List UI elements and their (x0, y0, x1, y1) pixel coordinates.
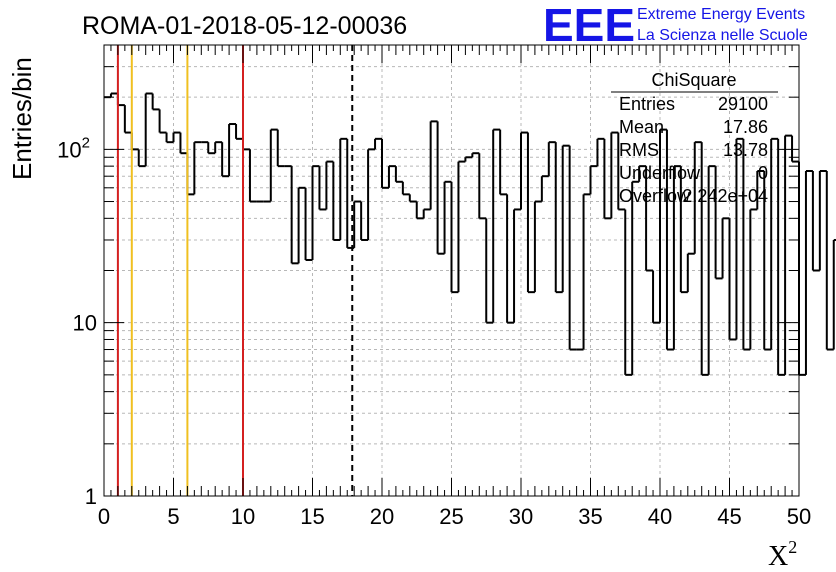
stats-row-label: Mean (619, 117, 664, 137)
stats-row-value: 0 (758, 163, 768, 183)
x-tick-label: 0 (98, 504, 110, 529)
x-tick-label: 40 (648, 504, 672, 529)
stats-row-label: Entries (619, 94, 675, 114)
stats-row-label: Overflow (619, 186, 691, 206)
chart-title: ROMA-01-2018-05-12-00036 (82, 12, 407, 40)
x-tick-label: 5 (167, 504, 179, 529)
stats-row-value: 2.242e+04 (682, 186, 768, 206)
y-tick-label-sup: 2 (82, 134, 90, 151)
grid (104, 45, 799, 496)
logo-mark: EEE (543, 0, 635, 51)
stats-row-label: RMS (619, 140, 659, 160)
x-tick-label: 30 (509, 504, 533, 529)
x-axis-label-sup: 2 (788, 537, 797, 557)
reference-lines (116, 45, 354, 496)
stats-row-value: 29100 (718, 94, 768, 114)
x-tick-label: 50 (787, 504, 811, 529)
x-tick-label: 35 (578, 504, 602, 529)
x-axis-label: X2 (768, 537, 797, 572)
x-axis-label-base: X (768, 541, 788, 572)
stats-title: ChiSquare (651, 70, 736, 90)
stats-row-value: 17.86 (723, 117, 768, 137)
x-tick-label: 45 (717, 504, 741, 529)
x-tick-label: 15 (300, 504, 324, 529)
y-tick-label: 102 (57, 134, 90, 162)
y-tick-label: 1 (85, 484, 97, 509)
x-tick-label: 10 (231, 504, 255, 529)
histogram (104, 92, 836, 376)
logo-line1: Extreme Energy Events (637, 6, 805, 23)
x-tick-label: 25 (439, 504, 463, 529)
y-axis-label: Entries/bin (7, 57, 37, 180)
eee-logo: EEE Extreme Energy Events La Scienza nel… (543, 0, 808, 51)
y-tick-label: 10 (73, 311, 97, 336)
logo-line2: La Scienza nelle Scuole (637, 27, 808, 44)
stats-box: ChiSquare Entries 29100 Mean 17.86 RMS 13.78 U… (611, 70, 778, 206)
x-tick-label: 20 (370, 504, 394, 529)
stats-row-label: Underflow (619, 163, 701, 183)
stats-row-value: 13.78 (723, 140, 768, 160)
